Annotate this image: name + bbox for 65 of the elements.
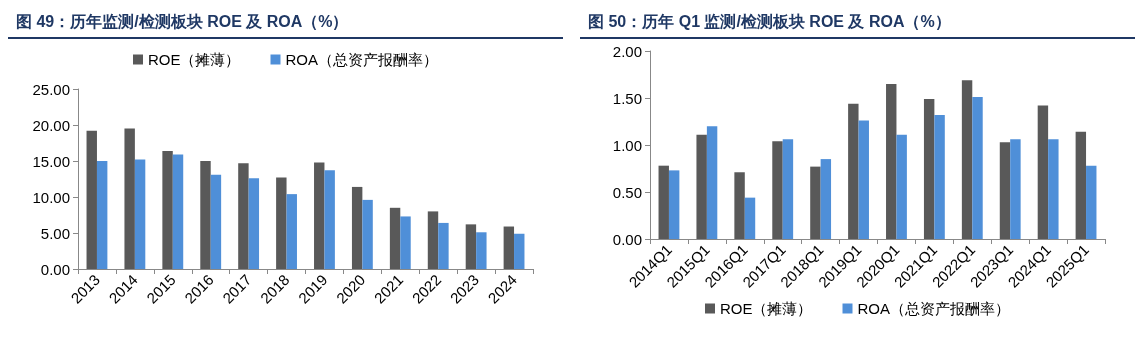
bar xyxy=(658,165,669,239)
bar xyxy=(1037,105,1049,239)
bar xyxy=(86,130,97,269)
y-tick-label: 25.00 xyxy=(32,80,70,98)
bar xyxy=(668,170,680,239)
bar xyxy=(400,216,411,269)
bar xyxy=(514,233,525,269)
bar xyxy=(503,226,515,269)
bar xyxy=(248,178,260,269)
legend-label: ROE（摊薄） xyxy=(148,51,241,68)
bar xyxy=(734,172,745,239)
bar xyxy=(744,197,756,239)
bar xyxy=(999,142,1011,239)
y-tick-label: 0.50 xyxy=(612,183,642,201)
y-tick-label: 15.00 xyxy=(32,152,70,170)
bar xyxy=(427,211,439,269)
bar xyxy=(362,199,373,269)
bar xyxy=(162,150,173,269)
bar xyxy=(848,103,859,239)
bar xyxy=(820,159,832,239)
bar xyxy=(696,134,707,239)
y-tick-label: 1.00 xyxy=(612,136,642,154)
legend-label: ROE（摊薄） xyxy=(720,300,813,317)
bar xyxy=(1086,165,1097,239)
bar xyxy=(706,126,718,239)
bar xyxy=(1010,139,1021,239)
bar xyxy=(772,141,783,239)
bar xyxy=(276,177,287,269)
bar xyxy=(782,139,794,239)
bar xyxy=(200,161,211,269)
bar xyxy=(134,159,146,269)
bar xyxy=(934,114,945,239)
bar xyxy=(324,170,335,269)
bar xyxy=(810,166,821,239)
y-tick-label: 20.00 xyxy=(32,116,70,134)
bar xyxy=(465,224,477,269)
bar xyxy=(124,128,135,269)
y-tick-label: 10.00 xyxy=(32,188,70,206)
bar xyxy=(314,162,325,269)
bar xyxy=(210,174,222,269)
bar xyxy=(1075,131,1087,239)
bar xyxy=(476,232,487,269)
bar xyxy=(972,97,983,239)
bar xyxy=(238,163,249,269)
bar xyxy=(896,134,907,239)
bar xyxy=(389,207,401,269)
bar xyxy=(1048,139,1059,239)
chart-title: 图 49：历年监测/检测板块 ROE 及 ROA（%） xyxy=(8,8,563,39)
bar xyxy=(96,161,108,269)
legend-label: ROA（总资产报酬率） xyxy=(285,51,439,68)
bar xyxy=(923,98,935,239)
y-tick-label: 0.00 xyxy=(40,260,70,278)
bar xyxy=(886,83,897,239)
bar xyxy=(858,120,869,239)
chart-title: 图 50：历年 Q1 监测/检测板块 ROE 及 ROA（%） xyxy=(580,8,1135,39)
bar xyxy=(961,80,973,239)
bar xyxy=(172,154,184,269)
legend-label: ROA（总资产报酬率） xyxy=(857,300,1011,317)
y-tick-label: 5.00 xyxy=(40,224,70,242)
y-tick-label: 2.00 xyxy=(612,42,642,60)
y-tick-label: 1.50 xyxy=(612,89,642,107)
bar xyxy=(351,186,363,269)
y-tick-label: 0.00 xyxy=(612,230,642,248)
bar xyxy=(438,222,449,269)
bar xyxy=(286,194,297,269)
